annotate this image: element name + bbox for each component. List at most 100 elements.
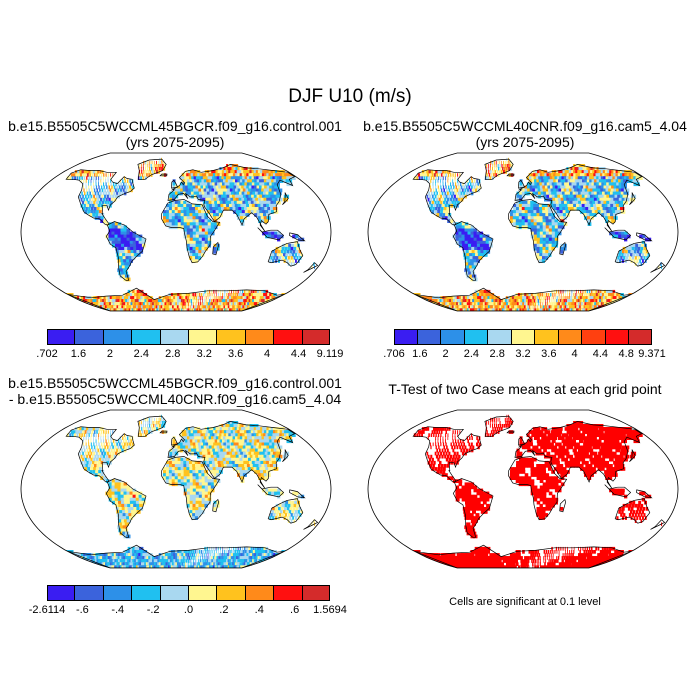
panel2-map-cell bbox=[518, 302, 522, 306]
panel3-map-cell bbox=[126, 442, 129, 447]
panel1-map-cell bbox=[83, 176, 86, 180]
panel1-map-cell bbox=[114, 188, 117, 193]
panel1-map-cell bbox=[174, 222, 179, 226]
panel2-map-cell bbox=[447, 191, 449, 196]
panel1-map-cell bbox=[197, 203, 202, 208]
panel2-map-cell bbox=[581, 293, 583, 297]
panel1-map-cell bbox=[117, 237, 122, 242]
panel2-map-cell bbox=[461, 228, 466, 233]
panel2-map-cell bbox=[564, 296, 566, 300]
panel2-map-cell bbox=[430, 197, 433, 202]
panel3-map-cell bbox=[192, 488, 197, 493]
panel1-map-cell bbox=[275, 246, 279, 251]
panel3-map-cell bbox=[87, 451, 90, 456]
panel2-map-cell bbox=[573, 203, 578, 208]
panel3-map-cell bbox=[83, 439, 84, 444]
panel3-map-cell bbox=[253, 445, 259, 450]
panel2-map-cell bbox=[527, 299, 530, 303]
panel3-map-cell bbox=[195, 500, 200, 505]
panel3-map-cell bbox=[117, 482, 122, 487]
panel3-map-cell bbox=[132, 497, 137, 502]
panel1-map-cell bbox=[160, 296, 165, 300]
panel2-map-cell bbox=[509, 164, 511, 168]
panel1-map-cell bbox=[256, 293, 260, 297]
panel3-map-cell bbox=[201, 488, 206, 493]
panel3-map-cell bbox=[244, 454, 249, 459]
panel1-map-cell bbox=[204, 234, 209, 239]
panel2-map-cell bbox=[502, 167, 504, 171]
panel2-map-cell bbox=[632, 243, 636, 248]
panel1-colorbar-tick-label: 2 bbox=[106, 348, 113, 360]
panel1-map-cell bbox=[198, 219, 203, 223]
panel1-map-cell bbox=[100, 173, 103, 177]
panel3-map-cell bbox=[110, 457, 113, 462]
panel2-map-cell bbox=[591, 289, 593, 294]
panel1-map-cell bbox=[115, 182, 117, 187]
panel1-map-cell bbox=[287, 246, 291, 251]
panel1-map-cell bbox=[120, 259, 125, 263]
panel2-map-cell bbox=[435, 176, 437, 180]
panel3-map-cell bbox=[204, 427, 209, 431]
panel2-map-cell bbox=[582, 207, 587, 211]
panel1-map-cell bbox=[180, 210, 185, 214]
panel3-map-cell bbox=[239, 448, 244, 453]
panel2-map-cell bbox=[554, 182, 559, 187]
panel3-map-cell bbox=[218, 436, 223, 440]
panel2-map-cell bbox=[548, 253, 552, 257]
panel2-map-cell bbox=[558, 293, 560, 297]
panel2-map-cell bbox=[618, 234, 622, 239]
panel2-map-cell bbox=[430, 182, 431, 187]
panel1-map-cell bbox=[185, 191, 189, 196]
panel1-map-cell bbox=[274, 197, 280, 202]
panel1-map-cell bbox=[122, 179, 124, 183]
panel1-map-cell bbox=[126, 234, 131, 239]
panel1-map-cell bbox=[213, 222, 218, 226]
panel1-map-cell bbox=[203, 179, 208, 183]
panel1-map-cell bbox=[139, 173, 141, 177]
panel1-map-cell bbox=[213, 185, 218, 190]
panel2-map-cell bbox=[520, 305, 523, 309]
panel2-map-cell bbox=[560, 194, 564, 199]
panel2-map-cell bbox=[545, 191, 550, 196]
panel3-map-cell bbox=[198, 494, 203, 499]
panel3-map-cell bbox=[121, 442, 124, 447]
panel2-map-cell bbox=[452, 222, 457, 226]
panel3-map-cell bbox=[198, 500, 202, 505]
panel1-map-cell bbox=[228, 191, 233, 196]
panel1-map-cell bbox=[83, 188, 85, 193]
panel3-map-cell bbox=[195, 488, 200, 493]
panel2-map-cell bbox=[465, 271, 470, 276]
panel2-map-cell bbox=[424, 173, 427, 177]
panel1-map-cell bbox=[256, 200, 261, 205]
panel2-map-cell bbox=[482, 240, 487, 245]
panel1-map-cell bbox=[120, 231, 125, 236]
panel3-map-cell bbox=[274, 442, 280, 447]
panel1-map-cell bbox=[254, 213, 259, 217]
panel2-map-cell bbox=[486, 246, 490, 251]
panel2-map-cell bbox=[588, 289, 591, 294]
panel1-map-cell bbox=[207, 219, 212, 223]
panel1-map-cell bbox=[252, 289, 255, 294]
panel3-map-cell bbox=[172, 448, 176, 453]
panel3-map-cell bbox=[139, 503, 143, 508]
panel3-map-cell bbox=[260, 460, 265, 465]
panel2-map-cell bbox=[467, 259, 472, 263]
panel2-map-cell bbox=[515, 293, 519, 297]
panel2-map-cell bbox=[483, 246, 487, 251]
panel1-map-cell bbox=[85, 182, 87, 187]
panel2-map-cell bbox=[518, 296, 521, 300]
panel2-map-cell bbox=[470, 262, 476, 266]
panel1-map-cell bbox=[230, 299, 234, 303]
panel3-map-cell bbox=[294, 500, 298, 505]
panel3-map-cell bbox=[200, 442, 205, 447]
panel1-map-cell bbox=[190, 293, 193, 297]
panel1-map-cell bbox=[196, 299, 198, 303]
panel2-map-cell bbox=[440, 188, 443, 193]
panel3-map-cell bbox=[83, 442, 84, 447]
panel2-map-cell bbox=[527, 225, 532, 230]
panel3-map-cell bbox=[143, 417, 145, 422]
panel3-map-cell bbox=[169, 451, 173, 456]
panel1-map-cell bbox=[226, 289, 228, 294]
panel1-map-cell bbox=[184, 299, 187, 303]
panel1-map-cell bbox=[218, 207, 222, 211]
